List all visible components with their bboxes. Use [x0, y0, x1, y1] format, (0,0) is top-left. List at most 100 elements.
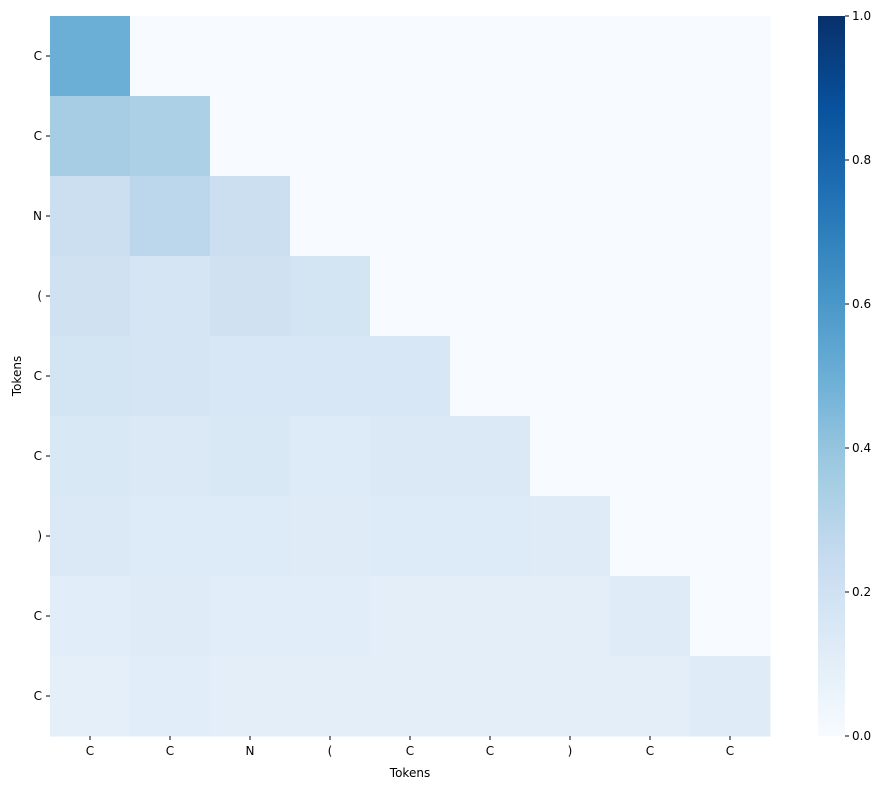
heatmap-cell: [610, 496, 691, 577]
heatmap-cell: [530, 416, 611, 497]
heatmap-cell: [130, 336, 211, 417]
y-tick-label: C: [34, 49, 42, 63]
heatmap-cell: [130, 496, 211, 577]
heatmap-cell: [50, 496, 131, 577]
heatmap-cell: [450, 176, 531, 257]
heatmap-cell: [370, 336, 451, 417]
heatmap-cell: [450, 576, 531, 657]
heatmap-cell: [610, 176, 691, 257]
y-axis-label: Tokens: [10, 356, 24, 397]
heatmap-cell: [210, 656, 291, 737]
heatmap-cell: [210, 336, 291, 417]
y-tick-label: C: [34, 449, 42, 463]
heatmap-cell: [210, 16, 291, 97]
heatmap-cell: [610, 416, 691, 497]
heatmap-cell: [130, 416, 211, 497]
heatmap-cell: [450, 416, 531, 497]
heatmap-cell: [530, 656, 611, 737]
heatmap-cell: [290, 256, 371, 337]
heatmap-cell: [370, 256, 451, 337]
heatmap-cell: [370, 576, 451, 657]
y-tick-label: (: [37, 289, 42, 303]
heatmap-cell: [290, 336, 371, 417]
x-tick-label: C: [646, 744, 654, 758]
heatmap-cell: [450, 336, 531, 417]
heatmap-cell: [130, 576, 211, 657]
heatmap-cell: [210, 576, 291, 657]
colorbar-tick-label: 0.4: [852, 441, 871, 455]
heatmap-cell: [610, 656, 691, 737]
heatmap-cell: [290, 656, 371, 737]
heatmap-cell: [290, 496, 371, 577]
heatmap-cell: [130, 256, 211, 337]
x-tick-label: C: [86, 744, 94, 758]
colorbar-tick-label: 0.0: [852, 729, 871, 743]
heatmap-cell: [210, 256, 291, 337]
heatmap-cell: [50, 336, 131, 417]
colorbar-tick-label: 1.0: [852, 9, 871, 23]
x-tick-label: C: [726, 744, 734, 758]
y-tick-label: C: [34, 609, 42, 623]
heatmap-cell: [530, 176, 611, 257]
heatmap-cell: [530, 16, 611, 97]
colorbar: [818, 16, 845, 736]
heatmap-cell: [610, 16, 691, 97]
heatmap-cell: [530, 496, 611, 577]
heatmap-cell: [370, 96, 451, 177]
heatmap-cell: [450, 256, 531, 337]
heatmap-cell: [690, 96, 771, 177]
x-tick-label: C: [166, 744, 174, 758]
x-tick-label: ): [568, 744, 573, 758]
y-tick-label: C: [34, 369, 42, 383]
y-tick-label: N: [33, 209, 42, 223]
heatmap-cell: [210, 496, 291, 577]
y-axis-ticks: C C N (C C) C C: [33, 49, 50, 703]
heatmap-cell: [370, 16, 451, 97]
x-axis-ticks: C C N ( C C) C C: [86, 736, 734, 758]
heatmap-cell: [290, 96, 371, 177]
x-tick-label: C: [486, 744, 494, 758]
heatmap-cell: [690, 496, 771, 577]
heatmap-cell: [50, 656, 131, 737]
heatmap-cell: [290, 576, 371, 657]
colorbar-tick-label: 0.2: [852, 585, 871, 599]
heatmap-cell: [290, 416, 371, 497]
heatmap-cell: [690, 576, 771, 657]
heatmap-cell: [450, 96, 531, 177]
heatmap-cell: [210, 416, 291, 497]
y-tick-label: ): [37, 529, 42, 543]
colorbar-ticks: 0.0 0.2 0.4 0.6 0.8 1.0: [845, 9, 871, 743]
heatmap-cell: [50, 96, 131, 177]
colorbar-tick-label: 0.6: [852, 297, 871, 311]
heatmap-cell: [690, 336, 771, 417]
heatmap-cell: [690, 656, 771, 737]
heatmap-cell: [50, 576, 131, 657]
y-tick-label: C: [34, 689, 42, 703]
heatmap-cell: [130, 16, 211, 97]
heatmap-cells: [50, 16, 771, 737]
heatmap-cell: [450, 656, 531, 737]
heatmap-cell: [610, 256, 691, 337]
x-tick-label: (: [328, 744, 333, 758]
heatmap-cell: [370, 416, 451, 497]
heatmap-cell: [610, 576, 691, 657]
x-tick-label: C: [406, 744, 414, 758]
heatmap-cell: [290, 176, 371, 257]
heatmap-cell: [130, 656, 211, 737]
heatmap-cell: [690, 176, 771, 257]
heatmap-cell: [530, 256, 611, 337]
heatmap-cell: [450, 16, 531, 97]
heatmap-cell: [370, 496, 451, 577]
x-tick-label: N: [246, 744, 255, 758]
heatmap-cell: [130, 96, 211, 177]
heatmap-cell: [530, 576, 611, 657]
heatmap-cell: [370, 656, 451, 737]
colorbar-tick-label: 0.8: [852, 153, 871, 167]
heatmap-cell: [50, 176, 131, 257]
heatmap-cell: [530, 96, 611, 177]
heatmap-cell: [50, 256, 131, 337]
heatmap-cell: [690, 256, 771, 337]
heatmap-cell: [690, 16, 771, 97]
heatmap-cell: [210, 96, 291, 177]
